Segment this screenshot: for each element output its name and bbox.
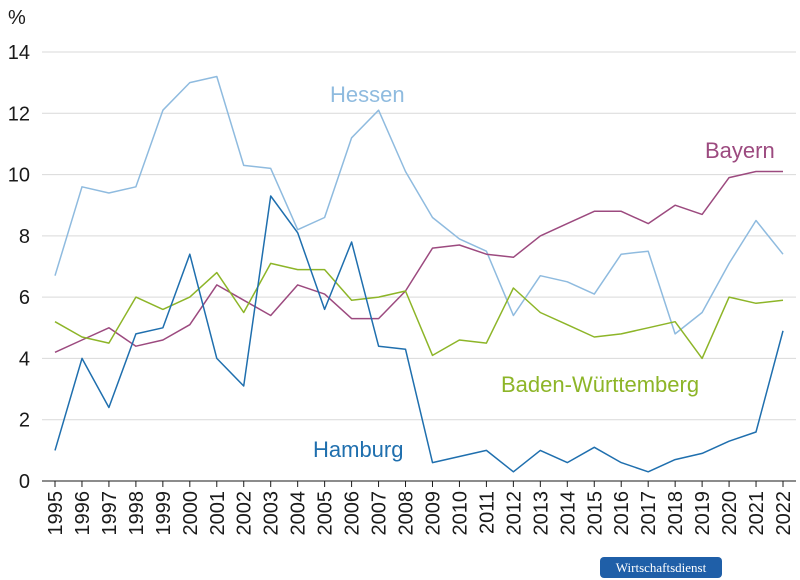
y-tick-label: 0 [19,471,30,493]
x-tick-label: 2009 [422,491,444,536]
x-tick-label: 2001 [207,491,229,536]
x-tick-label: 1998 [126,491,148,536]
series-lines [54,75,784,473]
y-tick-label: 14 [8,42,30,64]
x-tick-label: 2016 [611,491,633,536]
y-tick-label: 6 [19,287,30,309]
x-tick-label: 2002 [234,491,256,536]
x-tick-label: 1999 [153,491,175,536]
series-line-baden-w-rttemberg [54,262,784,360]
y-tick-label: 10 [8,165,30,187]
x-tick-label: 2012 [503,491,525,536]
x-tick-label: 2010 [449,491,471,536]
series-label-baden-wuerttemberg: Baden-Württemberg [501,372,699,397]
y-tick-label: 2 [19,410,30,432]
series-label-hessen: Hessen [330,82,405,107]
x-tick-label: 2019 [692,491,714,536]
x-axis-ticks: 1995 1996 1997 1998 1999 2000 2001 2002 2003 2004… [45,481,795,536]
x-tick-label: 2007 [369,491,391,536]
y-tick-label: 4 [19,348,30,370]
x-tick-label: 2018 [665,491,687,536]
x-tick-label: 1996 [72,491,94,536]
x-tick-label: 2021 [746,491,768,536]
y-axis-unit: % [8,7,26,29]
x-tick-label: 2006 [342,491,364,536]
series-labels: Hessen Bayern Baden-Württemberg Hamburg [313,82,775,462]
series-label-bayern: Bayern [705,138,775,163]
x-tick-label: 2000 [180,491,202,536]
x-tick-label: 2022 [773,491,795,536]
y-tick-label: 12 [8,103,30,125]
x-tick-label: 2014 [557,491,579,536]
x-tick-label: 2017 [638,491,660,536]
x-tick-label: 1995 [45,491,67,536]
x-tick-label: 2004 [288,491,310,536]
x-tick-label: 2005 [315,491,337,536]
series-line-hessen [54,75,784,335]
x-tick-label: 1997 [99,491,121,536]
gridlines [42,51,796,482]
x-tick-label: 2015 [584,491,606,536]
series-line-hamburg [54,195,784,473]
series-line-bayern [54,170,783,353]
x-tick-label: 2008 [396,491,418,536]
x-tick-label: 2013 [530,491,552,536]
y-tick-label: 8 [19,226,30,248]
x-tick-label: 2020 [719,491,741,536]
y-axis-ticks: 0 2 4 6 8 10 12 14 [8,42,30,493]
x-tick-label: 2003 [261,491,283,536]
x-tick-label: 2011 [476,491,498,534]
source-badge: Wirtschaftsdienst [600,557,722,578]
series-label-hamburg: Hamburg [313,437,403,462]
